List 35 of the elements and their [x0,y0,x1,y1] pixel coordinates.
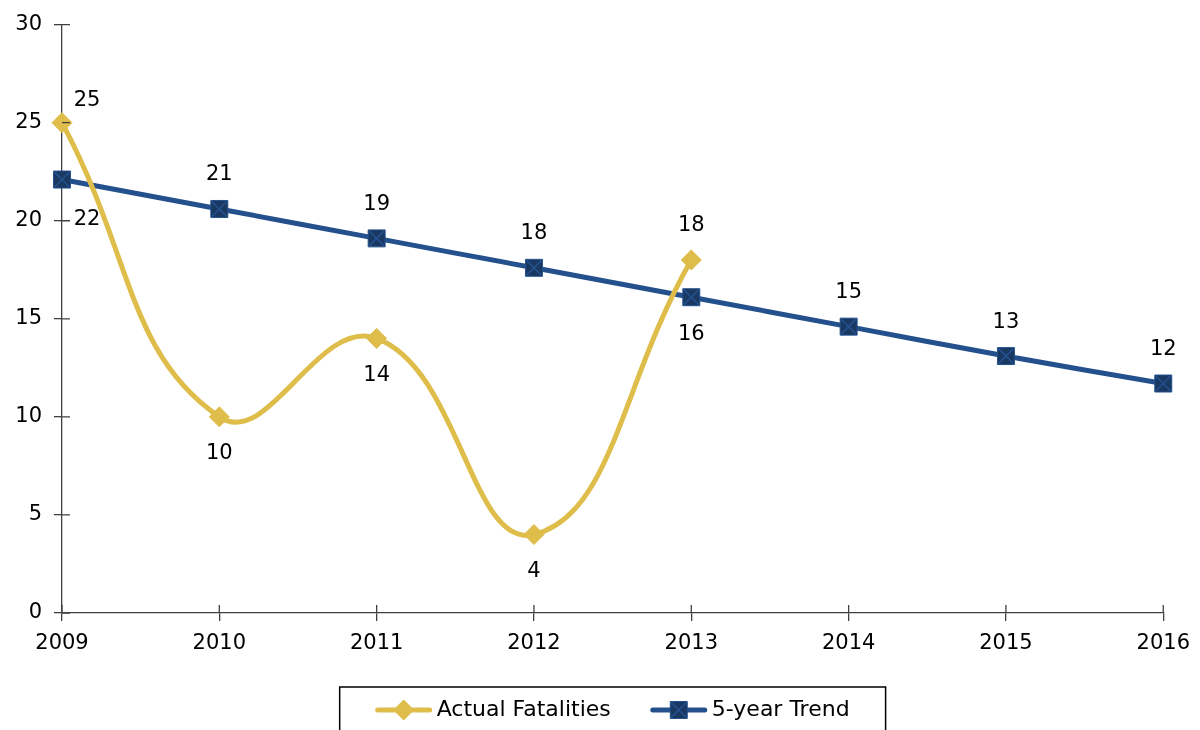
data-label: 10 [205,440,233,465]
x-tick-label: 2010 [192,630,247,655]
data-label: 25 [73,87,101,112]
y-tick-label: 10 [15,403,42,428]
y-tick-label: 5 [28,501,42,526]
data-label: 18 [520,220,548,245]
data-label: 12 [1149,335,1177,360]
y-tick-label: 15 [15,305,42,330]
data-label: 18 [677,212,705,237]
x-tick-label: 2014 [821,630,876,655]
y-tick-label: 0 [28,599,42,624]
data-label: 16 [677,320,705,345]
point [366,327,388,349]
x-tick-label: 2013 [664,630,719,655]
x-tick-label: 2015 [979,630,1033,655]
data-label: 15 [835,279,862,304]
y-tick-label: 25 [15,109,42,134]
point [208,406,230,428]
x-tick-label: 2016 [1136,630,1190,655]
data-label: 4 [527,558,541,582]
legend-label: 5-year Trend [711,695,850,721]
x-tick-label: 2012 [507,630,561,655]
y-tick-label: 20 [15,207,42,232]
data-label: 22 [73,206,101,230]
x-tick-label: 2009 [35,630,89,655]
x-tick-label: 2011 [349,630,404,655]
data-label: 13 [992,308,1020,333]
point [51,112,73,134]
y-tick-label: 30 [15,11,42,36]
point [523,524,545,546]
legend-label: Actual Fatalities [436,695,611,721]
data-label: 19 [363,190,391,215]
point [680,249,702,271]
data-label: 21 [205,161,233,186]
data-label: 14 [363,361,391,386]
